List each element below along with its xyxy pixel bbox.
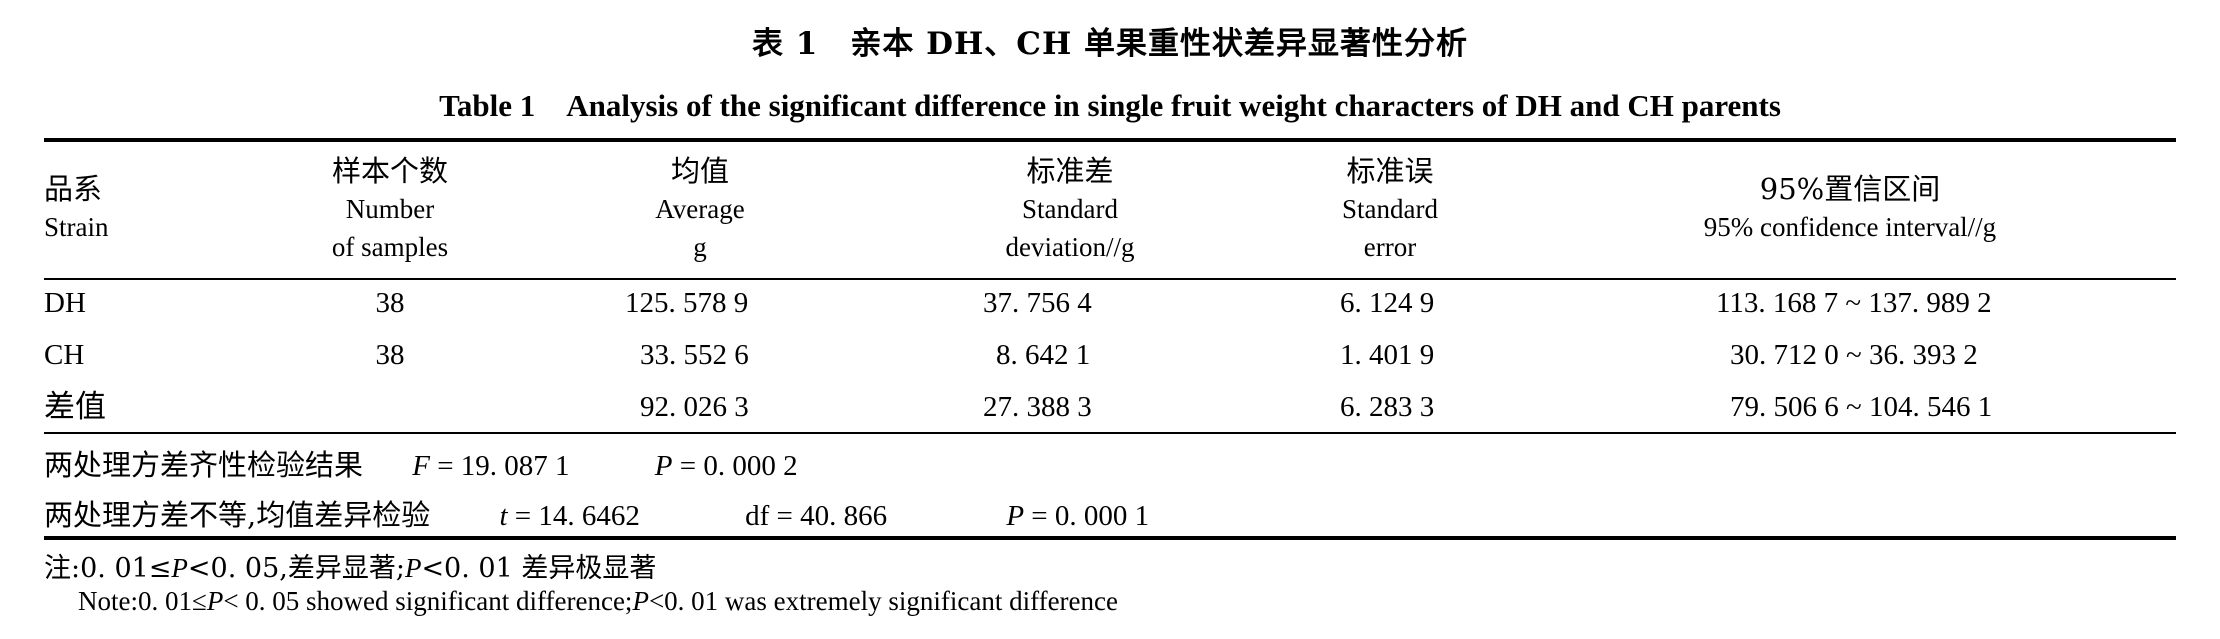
- row-ch-strain: CH: [44, 339, 85, 371]
- t-symbol: t: [499, 500, 508, 532]
- top-rule: [44, 138, 2176, 142]
- row-diff-strain: 差值: [44, 389, 106, 425]
- variance-test-line: 两处理方差齐性检验结果 F = 19. 087 1 P = 0. 000 2: [44, 442, 798, 484]
- row-diff-avg: 92. 026 3: [640, 391, 749, 423]
- mean-test-line: 两处理方差不等,均值差异检验 t = 14. 6462 df = 40. 866…: [44, 492, 1149, 534]
- f-symbol: F: [412, 450, 430, 482]
- row-dh-strain: DH: [44, 287, 86, 319]
- header-se: 标准误 Standard error: [1342, 154, 1438, 262]
- df-value: df = 40. 866: [745, 500, 888, 532]
- p-value-1: = 0. 000 2: [672, 450, 798, 482]
- mean-test-label: 两处理方差不等,均值差异检验: [44, 498, 431, 532]
- p-symbol-2: P: [1006, 500, 1025, 532]
- row-ch-avg: 33. 552 6: [640, 339, 749, 371]
- row-ch-n: 38: [375, 339, 405, 371]
- row-diff-ci: 79. 506 6 ~ 104. 546 1: [1730, 391, 1993, 423]
- header-average: 均值 Average g: [655, 154, 745, 262]
- p-value-2: = 0. 000 1: [1024, 500, 1150, 532]
- header-rule: [44, 278, 2176, 280]
- body-rule: [44, 432, 2176, 434]
- row-dh-avg: 125. 578 9: [625, 287, 749, 319]
- variance-test-label: 两处理方差齐性检验结果: [44, 448, 364, 482]
- row-dh-ci: 113. 168 7 ~ 137. 989 2: [1716, 287, 1992, 319]
- row-ch-sd: 8. 642 1: [996, 339, 1091, 371]
- note-cn: 注:0. 01≤P<0. 05,差异显著;P<0. 01 差异极显著: [44, 553, 657, 584]
- bottom-rule: [44, 536, 2176, 540]
- row-diff-se: 6. 283 3: [1340, 391, 1435, 423]
- table-title-en: Table 1 Analysis of the significant diff…: [439, 88, 1781, 123]
- table-title-cn: 表 1 亲本 DH、CH 单果重性状差异显著性分析: [751, 26, 1469, 62]
- row-dh-sd: 37. 756 4: [983, 287, 1092, 319]
- header-sd: 标准差 Standard deviation//g: [1005, 154, 1135, 262]
- row-diff-sd: 27. 388 3: [983, 391, 1092, 423]
- note-en: Note:0. 01≤P< 0. 05 showed significant d…: [78, 586, 1118, 616]
- row-dh-se: 6. 124 9: [1340, 287, 1435, 319]
- header-number: 样本个数 Number of samples: [331, 154, 449, 262]
- f-value: = 19. 087 1: [429, 450, 570, 482]
- p-symbol: P: [654, 450, 673, 482]
- header-ci: 95%置信区间 95% confidence interval//g: [1703, 172, 1997, 242]
- row-ch-se: 1. 401 9: [1340, 339, 1435, 371]
- header-strain: 品系 Strain: [44, 172, 109, 242]
- row-dh-n: 38: [375, 287, 405, 319]
- t-value: = 14. 6462: [507, 500, 640, 532]
- row-ch-ci: 30. 712 0 ~ 36. 393 2: [1730, 339, 1978, 371]
